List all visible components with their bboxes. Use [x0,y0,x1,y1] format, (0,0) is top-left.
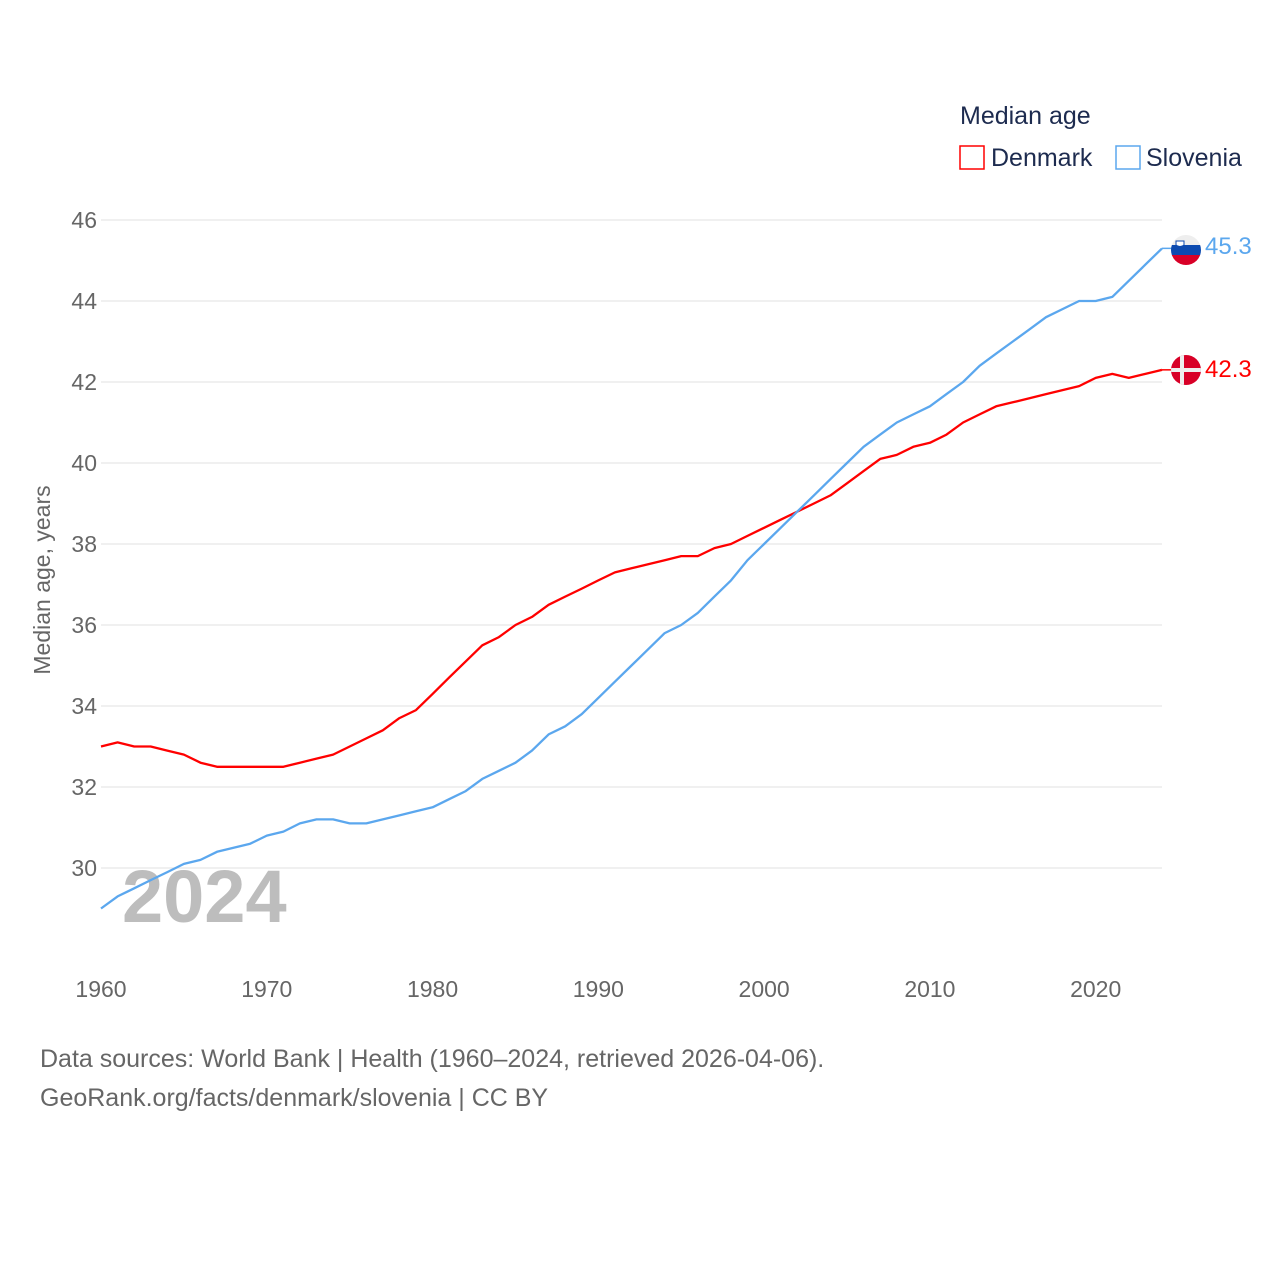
y-tick-label: 46 [71,207,97,233]
footer-sources: Data sources: World Bank | Health (1960–… [40,1045,825,1073]
x-tick-label: 1980 [407,976,458,1002]
x-tick-label: 1970 [241,976,292,1002]
x-tick-label: 1990 [573,976,624,1002]
legend-item-denmark[interactable]: Denmark [959,144,1093,172]
y-tick-label: 38 [71,531,97,557]
series-lines [100,247,1172,910]
y-axis-ticks: 30 32 34 36 38 40 42 44 46 [71,207,97,881]
watermark-year: 2024 [122,855,287,938]
legend-swatch-slovenia [1115,145,1141,170]
x-axis-ticks: 1960 1970 1980 1990 2000 2010 2020 [75,976,1121,1002]
y-tick-label: 30 [71,855,97,881]
line-denmark [100,368,1163,768]
x-tick-label: 2010 [904,976,955,1002]
slovenia-end-value: 45.3 [1205,233,1252,260]
legend-title: Median age [960,102,1091,130]
y-tick-label: 36 [71,612,97,638]
x-tick-label: 2020 [1070,976,1121,1002]
denmark-flag-icon [1171,355,1201,385]
x-tick-label: 2000 [739,976,790,1002]
y-tick-label: 40 [71,450,97,476]
gridlines [101,219,1162,869]
legend-label-denmark: Denmark [991,144,1093,172]
legend: Median age Denmark Slovenia [959,102,1242,172]
slovenia-flag-icon [1171,235,1201,265]
y-tick-label: 32 [71,774,97,800]
y-tick-label: 42 [71,369,97,395]
y-tick-label: 34 [71,693,97,719]
y-tick-label: 44 [71,288,97,314]
legend-item-slovenia[interactable]: Slovenia [1115,144,1242,172]
x-tick-label: 1960 [75,976,126,1002]
denmark-end-value: 42.3 [1205,356,1252,383]
legend-swatch-denmark [959,145,985,170]
y-axis-label: Median age, years [29,485,55,674]
footer-attribution[interactable]: GeoRank.org/facts/denmark/slovenia | CC … [40,1084,549,1112]
line-slovenia [100,247,1163,910]
legend-label-slovenia: Slovenia [1146,144,1242,172]
